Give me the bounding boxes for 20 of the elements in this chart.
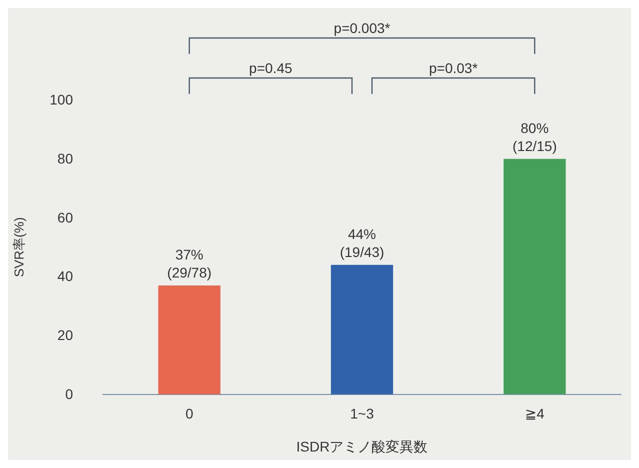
bar: [504, 158, 566, 394]
bar: [158, 285, 220, 394]
y-axis-title: SVR率(%): [11, 217, 26, 278]
x-axis-title: ISDRアミノ酸変異数: [296, 438, 428, 454]
y-tick-label: 40: [57, 268, 74, 284]
y-tick-label: 100: [50, 92, 74, 108]
y-tick-label: 60: [57, 209, 74, 226]
x-tick-label: ≧4: [524, 406, 545, 422]
y-tick-label: 80: [57, 150, 74, 166]
text: p=0.003*: [334, 20, 391, 36]
bar: [330, 264, 394, 394]
x-tick-label: 1~3: [350, 406, 374, 422]
x-tick-label: 0: [185, 406, 194, 422]
data-label: 44% (19/43): [340, 226, 384, 260]
text: p=0.45: [249, 60, 292, 76]
y-tick-label: 0: [65, 386, 74, 402]
data-label: 37% (29/78): [167, 246, 212, 280]
text: p=0.03*: [428, 60, 478, 76]
y-tick-label: 20: [57, 327, 74, 344]
data-label: 80% (12/15): [512, 120, 557, 154]
